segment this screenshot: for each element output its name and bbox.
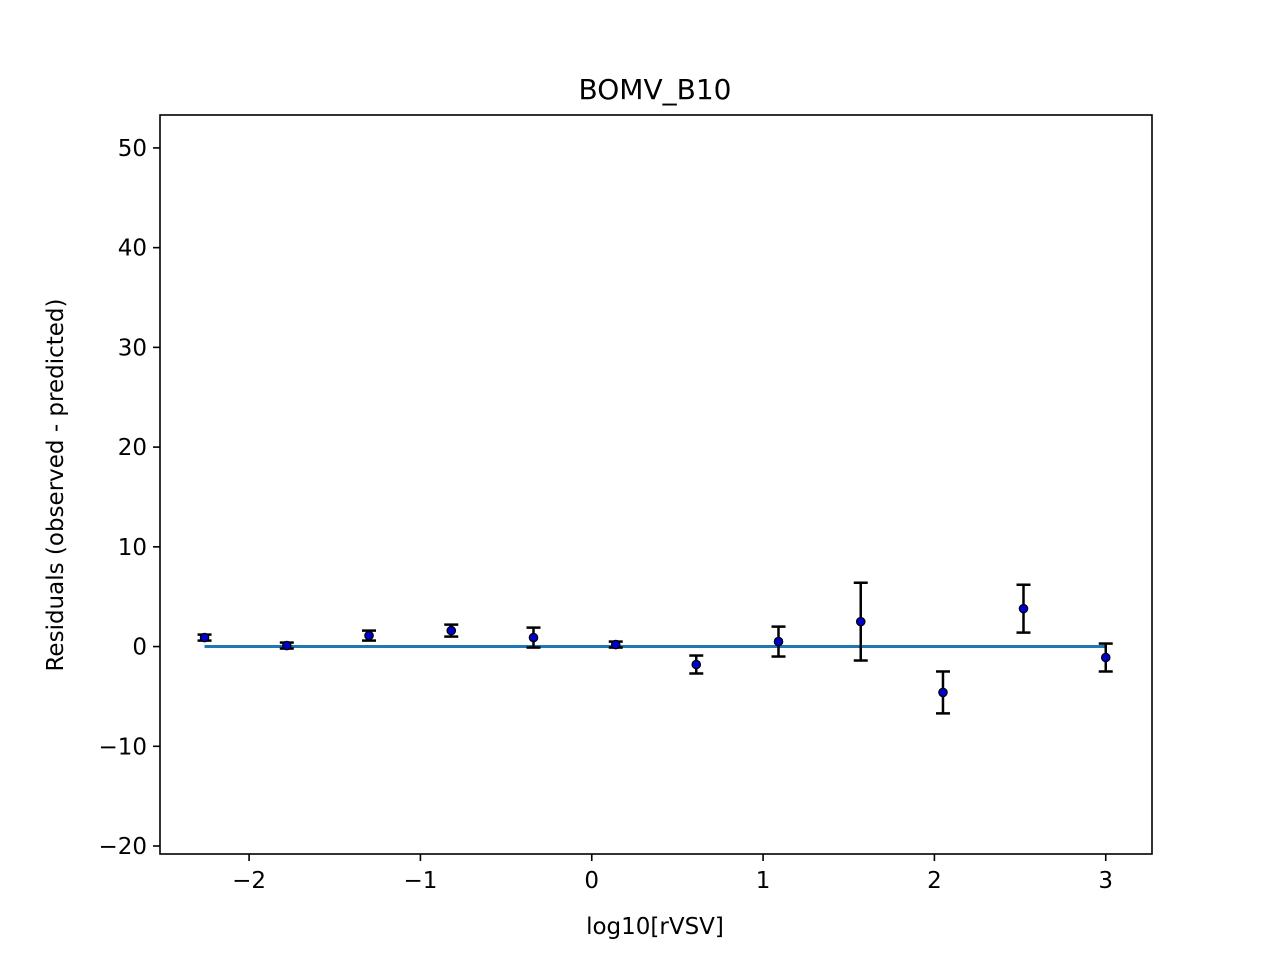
x-tick-label: −2 (232, 868, 266, 894)
y-tick-label: −10 (98, 734, 147, 760)
x-tick-label: −1 (403, 868, 437, 894)
y-tick-label: 10 (118, 535, 147, 561)
data-point-4 (526, 626, 541, 649)
x-tick-label: 2 (927, 868, 942, 894)
data-point-5 (608, 639, 623, 650)
y-tick-label: 40 (118, 236, 147, 262)
point-marker (528, 632, 539, 643)
point-marker (938, 687, 948, 698)
x-tick-label: 3 (1098, 868, 1113, 894)
data-point-9 (935, 670, 950, 715)
y-tick-label: 20 (118, 435, 147, 461)
data-point-1 (279, 640, 294, 651)
y-tick-label: 30 (118, 335, 147, 361)
data-point-8 (853, 581, 868, 662)
y-tick-label: 50 (118, 136, 147, 162)
x-axis-label: log10[rVSV] (586, 914, 724, 940)
plot-frame (159, 114, 1153, 855)
y-tick-label: −20 (98, 834, 147, 860)
data-point-6 (689, 654, 704, 675)
y-axis-label: Residuals (observed - predicted) (43, 298, 69, 671)
data-point-0 (197, 632, 212, 643)
point-marker (691, 659, 702, 670)
point-marker (610, 639, 621, 650)
point-marker (199, 632, 210, 643)
plot-area (197, 581, 1113, 715)
data-point-3 (444, 623, 459, 638)
point-marker (855, 616, 866, 627)
point-marker (1100, 652, 1111, 663)
data-point-11 (1098, 642, 1113, 673)
point-marker (1018, 603, 1029, 614)
chart-title: BOMV_B10 (579, 73, 732, 106)
point-marker (446, 625, 457, 636)
data-point-7 (771, 625, 786, 658)
point-marker (364, 630, 374, 641)
point-marker (281, 640, 292, 651)
y-tick-label: 0 (132, 635, 147, 661)
point-marker (773, 636, 784, 647)
data-point-10 (1016, 583, 1031, 634)
x-tick-label: 0 (584, 868, 599, 894)
data-point-2 (362, 629, 377, 642)
x-tick-label: 1 (756, 868, 771, 894)
